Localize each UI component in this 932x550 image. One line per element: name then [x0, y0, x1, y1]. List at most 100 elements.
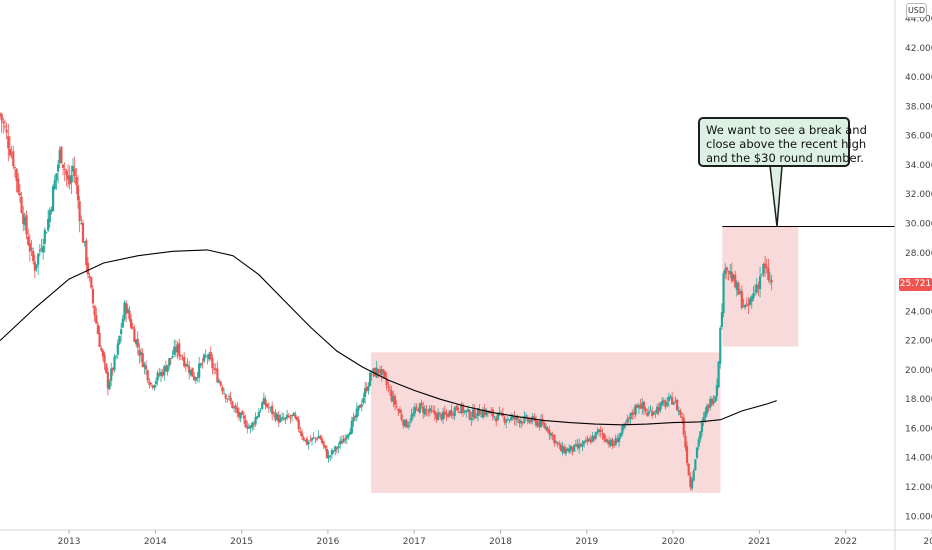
candle-body: [478, 409, 481, 416]
candle-body: [669, 395, 672, 397]
candle-body: [456, 407, 460, 411]
candle-body: [37, 253, 40, 265]
candle-body: [602, 433, 606, 439]
candle-body: [521, 422, 524, 424]
candle-body: [704, 411, 707, 418]
candle-body: [161, 371, 164, 376]
y-tick-label: 14.000: [905, 454, 932, 464]
callout-line: close above the recent high: [706, 137, 867, 151]
candle-body: [252, 423, 256, 425]
candle-body: [744, 304, 747, 308]
candle-body: [422, 406, 425, 413]
x-tick-label: 2021: [748, 537, 771, 547]
candle-body: [563, 446, 566, 454]
candle-body: [81, 222, 85, 243]
candle-body: [118, 336, 121, 344]
candle-body: [335, 447, 338, 449]
candle-body: [526, 416, 529, 422]
y-tick-label: 16.000: [905, 424, 932, 434]
candle-body: [480, 416, 483, 418]
candle-body: [108, 381, 111, 390]
candle-body: [524, 415, 528, 417]
candle-body: [271, 405, 274, 415]
candle-body: [324, 445, 327, 449]
candle-body: [8, 148, 12, 156]
candle-body: [597, 429, 601, 432]
candle-body: [432, 410, 435, 412]
candle-body: [458, 411, 461, 414]
candle-body: [38, 250, 41, 252]
candle-body: [377, 368, 380, 373]
callout-pointer: [769, 165, 783, 227]
candle-body: [302, 437, 305, 441]
candle-body: [289, 417, 292, 419]
candle-body: [105, 363, 108, 373]
candle-body: [403, 419, 407, 427]
candle-body: [757, 284, 760, 288]
candle-body: [656, 406, 659, 414]
candle-body: [380, 369, 383, 375]
candle-body: [529, 420, 533, 423]
candle-body: [680, 416, 684, 418]
y-tick-label: 34.000: [905, 161, 932, 171]
candle-body: [609, 440, 612, 446]
candle-body: [715, 384, 719, 397]
candle-body: [269, 407, 272, 408]
candle-body: [91, 288, 95, 304]
candle-body: [246, 425, 249, 429]
candle-body: [398, 410, 402, 414]
candle-body: [286, 414, 289, 418]
candle-body: [33, 261, 36, 271]
candle-body: [700, 422, 704, 432]
candle-body: [554, 440, 558, 442]
candle-body: [614, 438, 617, 446]
candle-body: [231, 401, 234, 408]
candle-body: [694, 459, 697, 471]
candle-body: [702, 417, 705, 422]
candle-body: [279, 418, 282, 422]
candle-body: [671, 397, 674, 405]
candle-body: [684, 435, 687, 448]
candle-body: [22, 213, 25, 224]
candle-body: [455, 406, 458, 410]
candle-body: [125, 303, 128, 314]
candle-body: [23, 217, 26, 225]
x-tick-label: 2017: [403, 537, 426, 547]
candle-body: [75, 176, 78, 185]
candle-body: [337, 445, 340, 448]
x-tick-label: 2020: [662, 537, 685, 547]
candle-body: [428, 408, 431, 412]
y-tick-label: 22.000: [905, 337, 932, 347]
candle-body: [445, 413, 448, 415]
candle-body: [461, 404, 465, 413]
candle-body: [199, 363, 202, 366]
candle-body: [433, 410, 436, 415]
candle-body: [100, 348, 103, 351]
candle-body: [714, 396, 717, 402]
candle-body: [78, 201, 81, 222]
y-tick-label: 44.000: [905, 15, 932, 25]
candle-body: [249, 425, 252, 429]
candle-body: [242, 415, 246, 419]
candle-body: [30, 247, 33, 250]
candle-body: [232, 406, 236, 408]
candle-body: [43, 229, 46, 244]
candle-body: [146, 370, 149, 381]
candle-body: [86, 262, 90, 275]
candle-body: [241, 411, 244, 415]
candle-body: [490, 410, 493, 412]
candle-body: [556, 442, 559, 444]
candle-body: [470, 417, 473, 420]
currency-badge[interactable]: USD: [906, 3, 927, 18]
candle-body: [495, 418, 498, 422]
candle-body: [453, 407, 456, 417]
candle-body: [276, 413, 279, 421]
y-tick-label: 30.000: [905, 220, 932, 230]
candle-body: [101, 350, 104, 357]
candle-body: [657, 407, 660, 412]
candle-body: [518, 419, 521, 424]
candle-body: [448, 410, 451, 416]
candle-body: [538, 421, 541, 427]
candle-body: [290, 414, 294, 417]
